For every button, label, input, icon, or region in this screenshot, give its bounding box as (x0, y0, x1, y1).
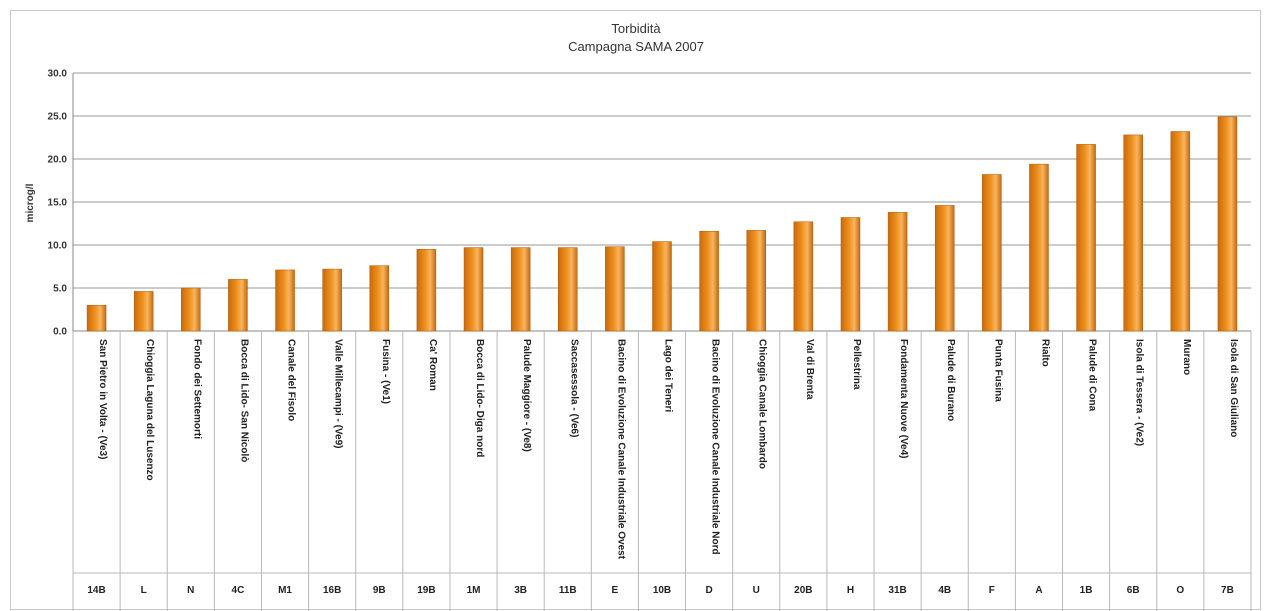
category-label: Isola di Tessera - (Ve2) (1134, 339, 1145, 446)
category-label: Palude di Cona (1087, 339, 1098, 412)
category-label: Valle Millecampi - (Ve9) (333, 339, 344, 449)
category-label: Pellestrina (851, 339, 862, 390)
chart-frame: Torbidità Campagna SAMA 2007 microg/l 0.… (10, 10, 1261, 611)
category-code: 4B (938, 585, 951, 596)
bar (934, 205, 955, 332)
category-code: 7B (1221, 585, 1234, 596)
bar (652, 241, 672, 332)
bar (1029, 163, 1049, 332)
bar (699, 230, 719, 332)
chart-subtitle: Campagna SAMA 2007 (568, 39, 704, 54)
category-label: Saccasessola - (Ve6) (568, 339, 579, 437)
y-tick-label: 0.0 (53, 327, 67, 338)
category-code: 31B (888, 585, 906, 596)
y-tick-label: 10.0 (48, 241, 68, 252)
category-label: Val di Brenta (804, 339, 815, 400)
bar (1217, 116, 1238, 332)
bar (558, 247, 578, 332)
category-label: Fusina - (Ve1) (380, 339, 391, 404)
bar (133, 291, 154, 332)
bar (322, 268, 342, 332)
category-code: 1M (467, 585, 481, 596)
category-code: 6B (1127, 585, 1140, 596)
category-label: Murano (1181, 339, 1192, 375)
category-code: L (141, 585, 147, 596)
bar (181, 287, 201, 332)
bar (463, 247, 484, 332)
category-code: N (187, 585, 194, 596)
y-tick-label: 25.0 (48, 112, 68, 123)
category-code: U (753, 585, 760, 596)
category-label: Chioggia Canale Lombardo (757, 339, 768, 469)
y-tick-label: 20.0 (48, 155, 68, 166)
category-label: Rialto (1039, 339, 1050, 367)
y-axis-label: microg/l (25, 183, 36, 222)
bar (793, 221, 814, 332)
category-label: Chioggia Laguna del Lusenzo (144, 339, 155, 481)
chart-title: Torbidità (611, 21, 661, 36)
category-code: 4C (232, 585, 245, 596)
category-label: Isola di San Giuliano (1228, 339, 1239, 437)
category-code: H (847, 585, 854, 596)
category-label: Bocca di Lido- San Nicolò (238, 339, 249, 462)
y-tick-label: 15.0 (48, 198, 68, 209)
bar (275, 269, 295, 332)
bar (746, 230, 766, 332)
category-code: E (612, 585, 619, 596)
category-code: D (706, 585, 713, 596)
category-label: Fondamenta Nuove (Ve4) (898, 339, 909, 458)
category-label: Palude Maggiore - (Ve8) (521, 339, 532, 452)
bar (1170, 131, 1191, 332)
bar (840, 217, 861, 332)
category-code: 14B (87, 585, 105, 596)
bar (605, 246, 625, 332)
category-code: 10B (653, 585, 671, 596)
bar (982, 174, 1002, 332)
bar (887, 212, 908, 332)
category-code: M1 (278, 585, 292, 596)
category-code: 20B (794, 585, 812, 596)
bar (1123, 134, 1143, 332)
category-code: F (989, 585, 995, 596)
category-label: Bacino di Evoluzione Canale Industriale … (710, 339, 721, 555)
bar (1076, 144, 1096, 332)
bar (86, 304, 107, 332)
category-code: A (1035, 585, 1042, 596)
category-code: O (1176, 585, 1184, 596)
category-label: Bocca di Lido- Diga nord (474, 339, 485, 457)
bar (510, 247, 531, 332)
category-code: 3B (514, 585, 527, 596)
category-code: 1B (1080, 585, 1093, 596)
bar (369, 265, 390, 332)
bar-chart: Torbidità Campagna SAMA 2007 microg/l 0.… (25, 21, 1252, 611)
bar (228, 279, 248, 332)
category-label: Fondo dei Settemorti (191, 339, 202, 439)
category-label: Canale del Fisolo (286, 339, 297, 421)
category-label: Palude di Burano (945, 339, 956, 421)
y-tick-label: 30.0 (48, 69, 68, 80)
category-label: Ca' Roman (427, 339, 438, 391)
category-code: 16B (323, 585, 341, 596)
category-label: Punta Fusina (992, 339, 1003, 402)
category-label: San Pietro in Volta - (Ve3) (97, 339, 108, 459)
category-label: Bacino di Evoluzione Canale Industriale … (615, 339, 626, 560)
category-label: Lago dei Teneri (663, 339, 674, 412)
bar (416, 249, 437, 332)
category-code: 19B (417, 585, 435, 596)
category-code: 11B (559, 585, 577, 596)
category-code: 9B (373, 585, 386, 596)
y-tick-label: 5.0 (53, 284, 67, 295)
